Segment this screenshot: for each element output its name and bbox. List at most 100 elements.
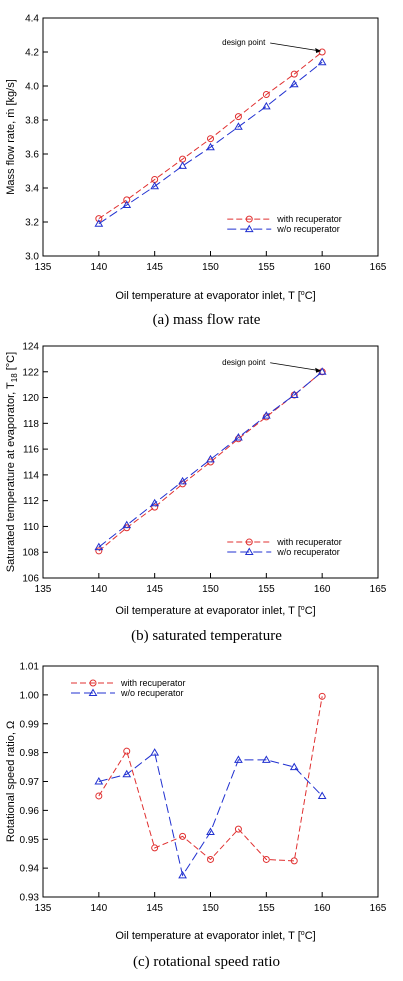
x-tick-label: 150: [202, 903, 219, 914]
legend-marker: [244, 547, 254, 556]
y-axis-label: Saturated temperature at evaporator, T18…: [5, 352, 19, 572]
legend-marker: [244, 224, 254, 233]
data-point: [123, 747, 131, 755]
x-tick-label: 160: [314, 262, 331, 273]
data-point: [207, 855, 214, 863]
data-point: [206, 454, 215, 463]
y-tick-label: 0.97: [20, 777, 40, 788]
y-tick-label: 3.4: [25, 184, 39, 195]
y-tick-label: 3.0: [25, 252, 39, 263]
x-tick-label: 145: [146, 903, 163, 914]
y-tick-label: 1.00: [20, 690, 40, 701]
data-point: [207, 135, 214, 143]
data-point: [318, 692, 326, 700]
arrow-head: [315, 48, 322, 53]
x-tick-label: 160: [314, 584, 331, 595]
data-point: [234, 433, 243, 441]
x-tick-label: 155: [258, 262, 275, 273]
y-tick-label: 0.94: [20, 864, 40, 875]
x-tick-label: 140: [90, 903, 107, 914]
data-point: [178, 161, 187, 169]
legend-marker: [89, 679, 97, 687]
series-without-recuperator: [94, 57, 327, 227]
legend-label: w/o recuperator: [120, 688, 184, 698]
y-tick-label: 0.98: [20, 748, 40, 759]
legend-label: w/o recuperator: [276, 547, 340, 557]
y-tick-label: 110: [23, 522, 39, 533]
y-tick-label: 0.93: [20, 893, 40, 904]
chart-2: 135 140 145 150 155 160 165 106 108 110 112 114 116 1…: [5, 342, 387, 645]
design-point-annotation: design point: [222, 38, 266, 47]
y-tick-label: 118: [23, 419, 39, 430]
y-tick-label: 116: [23, 445, 39, 456]
data-point: [261, 755, 271, 763]
x-tick-label: 155: [258, 903, 275, 914]
legend-marker: [245, 215, 253, 223]
y-tick-label: 4.2: [25, 48, 39, 59]
data-point: [289, 390, 299, 398]
x-tick-label: 145: [146, 262, 163, 273]
data-point: [317, 791, 327, 799]
data-point: [95, 215, 103, 223]
data-point: [206, 142, 215, 151]
data-point: [289, 762, 299, 771]
y-tick-label: 0.96: [20, 806, 40, 817]
data-point: [179, 832, 187, 840]
data-point: [317, 57, 327, 66]
data-point: [262, 855, 270, 863]
data-point: [94, 219, 104, 227]
x-tick-label: 145: [146, 584, 163, 595]
x-tick-label: 135: [35, 262, 52, 273]
figure-caption: (a) mass flow rate: [153, 312, 261, 328]
series-line: [98, 696, 323, 862]
y-tick-label: 114: [23, 470, 39, 481]
data-point: [261, 101, 271, 110]
y-tick-label: 1.01: [20, 662, 40, 673]
data-point: [123, 196, 131, 204]
x-tick-label: 165: [370, 584, 387, 595]
y-tick-label: 3.8: [25, 116, 39, 127]
x-tick-label: 150: [202, 262, 219, 273]
data-point: [151, 844, 159, 852]
chart-3: 135 140 145 150 155 160 165 0.93 0.94 0.95 0.96 0.9…: [5, 662, 387, 971]
series-line: [98, 61, 323, 225]
data-point: [151, 503, 159, 511]
x-tick-label: 160: [314, 903, 331, 914]
figure-caption: (c) rotational speed ratio: [133, 954, 280, 970]
legend-marker: [88, 688, 98, 696]
data-point: [94, 542, 104, 551]
data-point: [262, 91, 270, 98]
data-point: [290, 857, 298, 865]
legend-label: with recuperator: [120, 678, 186, 688]
y-tick-label: 3.6: [25, 150, 39, 161]
data-point: [234, 122, 243, 130]
x-tick-label: 140: [90, 584, 107, 595]
x-tick-label: 150: [202, 584, 219, 595]
data-point: [234, 113, 242, 121]
y-tick-label: 106: [22, 574, 39, 585]
series-without-recuperator: [94, 748, 327, 879]
y-tick-label: 108: [22, 548, 39, 559]
data-point: [150, 748, 160, 756]
y-tick-label: 124: [22, 342, 39, 353]
design-point-annotation: design point: [222, 358, 266, 367]
series-line: [98, 371, 323, 548]
y-axis-label: Rotational speed ratio, Ω: [5, 721, 17, 842]
data-point: [150, 498, 160, 507]
data-point: [234, 825, 242, 833]
x-tick-label: 135: [35, 584, 52, 595]
chart-1: 135 140 145 150 155 160 165 3.0 3.2 3.4 3.6 3.8 4.0 4…: [5, 14, 387, 329]
data-point: [206, 827, 215, 836]
legend-label: w/o recuperator: [276, 224, 340, 234]
data-point: [178, 476, 187, 485]
series-with-recuperator: [95, 48, 326, 223]
y-tick-label: 122: [22, 367, 39, 378]
data-point: [150, 181, 160, 190]
data-point: [234, 755, 243, 763]
annotation-arrow: [270, 42, 321, 52]
arrow-head: [315, 367, 322, 373]
data-point: [290, 70, 298, 78]
series-with-recuperator: [95, 692, 326, 865]
